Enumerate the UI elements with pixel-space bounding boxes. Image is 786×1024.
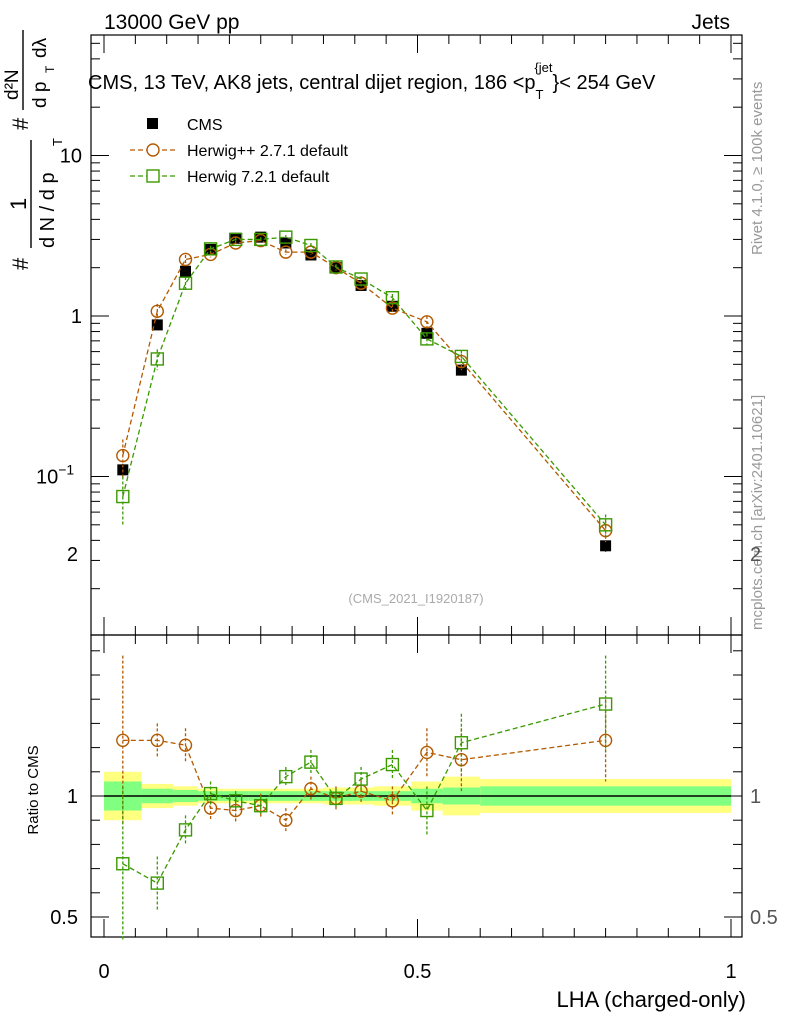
x-tick-label: 0 (98, 961, 109, 983)
ratio-data-point (116, 857, 130, 871)
ratio-data-point (203, 786, 218, 801)
ratio-y-tick-label-right: 0.5 (750, 907, 778, 929)
series-line (122, 236, 607, 526)
analysis-id-label: (CMS_2021_I1920187) (348, 591, 483, 606)
ratio-y-tick-label-right: 1 (750, 786, 761, 808)
data-point (151, 319, 163, 331)
ratio-data-point (228, 794, 243, 808)
data-point (150, 352, 164, 366)
ratio-data-point (420, 745, 434, 760)
main-y-tick-label: 10−1 (36, 462, 74, 489)
legend-herwig7-label: Herwig 7.2.1 default (187, 169, 330, 186)
series-herwig7 (116, 230, 613, 537)
main-axes-ticks: 10−1 1 10 (36, 35, 742, 635)
data-point (279, 230, 293, 244)
ylabel-denominator: d p (30, 82, 51, 108)
mcplots-label: mcplots.cern.ch [arXiv:2401.10621] (749, 395, 766, 630)
ratio-data-point (329, 791, 343, 806)
data-point (385, 301, 400, 315)
data-point (228, 232, 243, 247)
main-y-tick-label: 1 (71, 306, 82, 328)
ratio-data-point (420, 803, 434, 818)
process-label: Jets (691, 11, 730, 34)
x-tick-label: 1 (725, 961, 736, 983)
data-point (600, 540, 612, 552)
title-sup: {jet (534, 60, 552, 75)
ratio-axes-ticks: 0.5 0.5 1 1 2 2 0 0.5 1 (50, 544, 778, 983)
ratio-uncertainty-bands (104, 771, 731, 821)
plot-title: CMS, 13 TeV, AK8 jets, central dijet reg… (88, 60, 656, 102)
data-point (354, 272, 368, 286)
ratio-data-point (304, 755, 318, 769)
data-point (454, 349, 469, 364)
ratio-data-point (279, 769, 293, 784)
legend-cms-label: CMS (187, 117, 223, 134)
ylabel-hash-1: # (8, 257, 33, 270)
ratio-data-point (454, 736, 469, 750)
ratio-series-herwig7 (116, 655, 613, 942)
data-point (180, 265, 192, 277)
ratio-data-point (385, 757, 400, 772)
data-point (178, 252, 193, 267)
ratio-data-point (279, 813, 293, 827)
main-series-group (116, 230, 613, 552)
ratio-data-point (150, 733, 164, 748)
ratio-y-tick-label-left: 0.5 (50, 907, 78, 929)
ratio-y-tick-label-right: 2 (750, 544, 761, 566)
legend-herwigpp-marker (146, 143, 160, 157)
main-y-axis-label: # 1 d N / d p T # d²N d p T dλ (2, 30, 65, 270)
data-point (150, 304, 164, 318)
x-tick-label: 0.5 (404, 961, 432, 983)
rivet-version-label: Rivet 4.1.0, ≥ 100k events (749, 82, 766, 255)
title-sub: T (536, 87, 544, 102)
data-point (116, 448, 130, 463)
ratio-y-axis-label: Ratio to CMS (25, 745, 42, 834)
x-axis-label: LHA (charged-only) (556, 987, 746, 1012)
ylabel-hash-2: # (8, 117, 33, 130)
legend: CMS Herwig++ 2.7.1 default Herwig 7.2.1 … (130, 117, 349, 186)
ylabel-one: 1 (6, 198, 31, 210)
data-point (254, 232, 268, 247)
data-point (178, 276, 193, 290)
data-point (304, 238, 318, 253)
data-point (385, 291, 400, 305)
data-point (116, 489, 130, 504)
data-point (329, 260, 343, 274)
ylabel-numerator: d²N (2, 69, 23, 100)
legend-cms-marker (147, 118, 158, 129)
ratio-series-line (122, 739, 606, 822)
ratio-panel-frame (90, 634, 743, 938)
ratio-y-tick-label-left: 1 (67, 786, 78, 808)
ratio-data-point (354, 772, 368, 786)
ratio-data-point (304, 782, 318, 796)
legend-herwig7-marker (146, 169, 160, 183)
data-point (203, 242, 218, 256)
energy-label: 13000 GeV pp (104, 11, 239, 34)
ratio-y-tick-label-left: 2 (67, 544, 78, 566)
data-point (420, 315, 434, 329)
data-point (420, 332, 434, 346)
ratio-data-point (178, 823, 193, 837)
ylabel-t-2: T (43, 65, 57, 73)
ylabel-t-1: T (50, 138, 65, 146)
ratio-data-point (178, 738, 193, 752)
title-tail: }< 254 GeV (553, 72, 657, 94)
data-point (279, 245, 293, 259)
ratio-series-group (116, 655, 613, 942)
ratio-data-point (228, 803, 243, 818)
main-y-tick-label: 10 (60, 146, 82, 168)
ratio-data-point (150, 876, 164, 890)
data-point (598, 518, 613, 532)
ylabel-dlambda: dλ (30, 37, 51, 58)
ratio-data-point (598, 697, 613, 711)
ratio-data-point (254, 798, 268, 813)
title-main: CMS, 13 TeV, AK8 jets, central dijet reg… (88, 72, 536, 94)
ratio-data-point (116, 733, 130, 748)
ratio-data-point (385, 794, 400, 808)
legend-herwigpp-label: Herwig++ 2.7.1 default (187, 143, 349, 160)
ylabel-dndpt: d N / d p (37, 172, 59, 248)
